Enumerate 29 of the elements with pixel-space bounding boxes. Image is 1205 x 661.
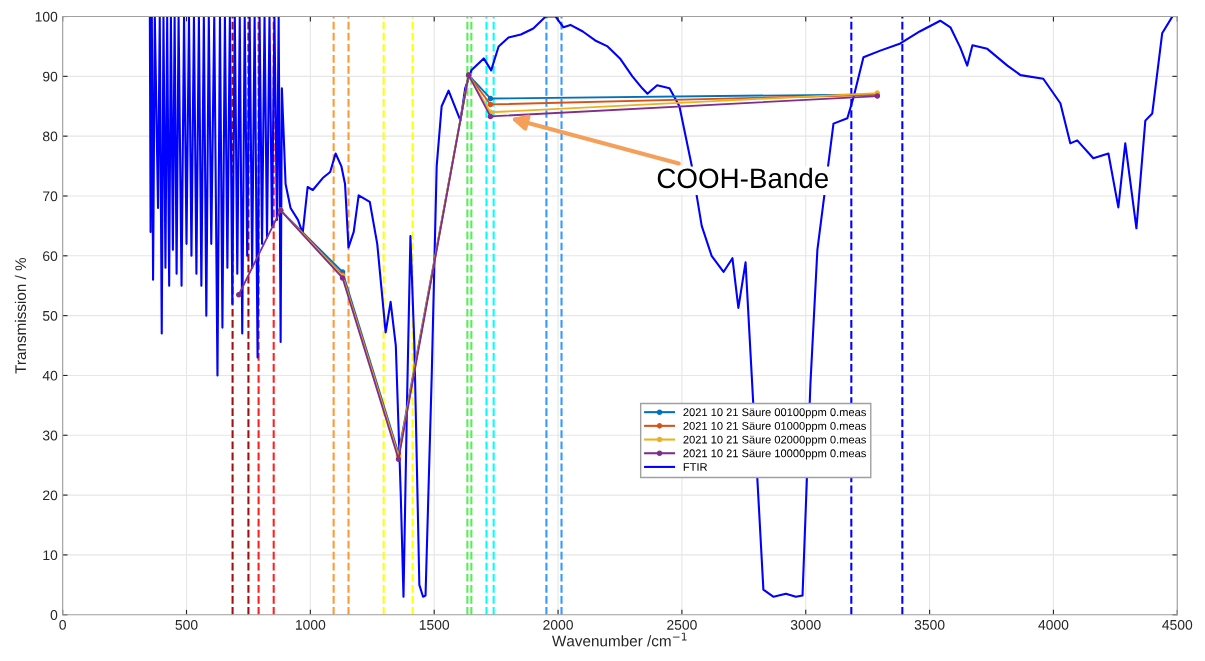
y-tick-label: 50 bbox=[42, 310, 58, 321]
annotation: COOH-Bande bbox=[657, 167, 828, 189]
legend-label: FTIR bbox=[683, 463, 708, 471]
x-tick-label: 1000 bbox=[295, 619, 326, 630]
y-tick-label: 30 bbox=[42, 430, 58, 441]
y-tick-label: 80 bbox=[42, 131, 58, 142]
x-tick-label: 500 bbox=[175, 619, 198, 630]
y-tick-label: 90 bbox=[43, 71, 58, 82]
y-axis-title: Transmission / % bbox=[14, 257, 27, 374]
x-tick-label: 4000 bbox=[1038, 619, 1069, 630]
x-tick-label: 1500 bbox=[419, 619, 450, 630]
legend-label: 2021 10 21 Säure 00100ppm 0.meas bbox=[683, 408, 866, 419]
x-tick-label: 4500 bbox=[1162, 619, 1193, 630]
x-axis-title: Wavenumber /cm$^{−1}$ bbox=[551, 632, 687, 647]
y-tick-label: 60 bbox=[43, 251, 58, 261]
y-tick-label: 10 bbox=[43, 550, 58, 561]
legend-label: 2021 10 21 Säure 01000ppm 0.meas bbox=[683, 421, 866, 433]
x-tick-label: 3500 bbox=[914, 619, 945, 630]
y-tick-label: 20 bbox=[43, 490, 58, 501]
legend-label: 2021 10 21 Säure 10000ppm 0.meas bbox=[683, 449, 866, 460]
y-tick-label: 100 bbox=[35, 11, 58, 22]
x-tick-label: 3000 bbox=[790, 619, 821, 630]
x-tick-label: 2500 bbox=[667, 619, 697, 630]
y-tick-label: 40 bbox=[42, 370, 58, 381]
x-tick-label: 2000 bbox=[543, 619, 573, 630]
y-tick-label: 70 bbox=[43, 191, 58, 202]
y-tick-label: 0 bbox=[50, 610, 58, 620]
legend-label: 2021 10 21 Säure 02000ppm 0.meas bbox=[683, 435, 866, 446]
x-tick-label: 0 bbox=[59, 619, 66, 630]
